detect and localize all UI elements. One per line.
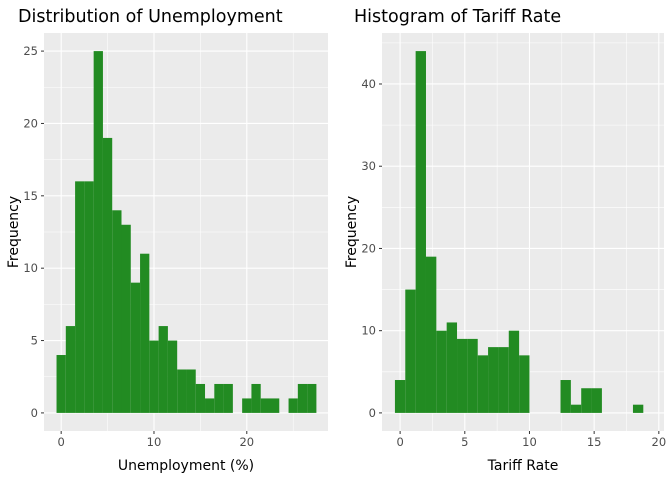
histogram-bar — [457, 338, 468, 413]
histogram-bar — [260, 398, 270, 413]
histogram-bar — [65, 326, 76, 413]
x-tick-label: 20 — [239, 435, 254, 449]
histogram-bar — [130, 282, 141, 413]
y-tick-label: 20 — [23, 116, 38, 130]
histogram-bar — [415, 51, 426, 413]
histogram-bar — [56, 355, 66, 413]
y-tick-label: 10 — [23, 261, 38, 275]
histogram-bar — [102, 137, 113, 413]
histogram-bar — [477, 355, 489, 413]
histogram-bar — [405, 289, 416, 413]
histogram-bar — [394, 380, 406, 413]
y-tick-label: 0 — [369, 406, 376, 420]
histogram-bar — [214, 383, 224, 413]
x-axis-label: Tariff Rate — [487, 458, 559, 474]
histogram-bar — [205, 398, 215, 413]
histogram-bar — [149, 340, 159, 413]
histogram-bar — [425, 256, 437, 413]
y-tick-label: 0 — [31, 406, 38, 420]
histogram-bar — [446, 322, 458, 413]
histogram-bar — [177, 369, 187, 413]
histogram-bar — [560, 380, 571, 413]
x-axis-label: Unemployment (%) — [118, 458, 254, 474]
histogram-bar — [93, 51, 103, 413]
histogram-bar — [121, 224, 131, 413]
histogram-bar — [269, 398, 280, 413]
x-tick-label: 15 — [587, 435, 602, 449]
y-tick-label: 15 — [23, 189, 38, 203]
histogram-bar — [519, 355, 530, 413]
histogram-bar — [307, 383, 317, 413]
histogram-bar — [288, 398, 298, 413]
y-axis-label: Frequency — [344, 196, 360, 268]
histogram-bar — [488, 347, 499, 413]
ticks: 0 5 10 15 20 0 10 20 30 40 — [361, 77, 666, 449]
histogram-bar — [570, 404, 582, 413]
y-tick-label: 5 — [31, 334, 38, 348]
histogram-bar — [186, 369, 196, 413]
x-tick-label: 10 — [147, 435, 162, 449]
histogram-bar — [632, 404, 644, 413]
histogram-bar — [242, 398, 252, 413]
histogram-bar — [436, 330, 447, 413]
x-tick-label: 5 — [461, 435, 468, 449]
x-tick-label: 20 — [652, 435, 667, 449]
histogram-bar — [591, 388, 602, 413]
histogram-bar — [498, 347, 509, 413]
histogram-bar — [140, 253, 150, 413]
unemployment-histogram: Distribution of Unemployment 0 10 20 0 5 10 15… — [6, 7, 328, 474]
histogram-bar — [581, 388, 592, 413]
histogram-bar — [158, 326, 168, 413]
ticks: 0 10 20 0 5 10 15 20 25 — [23, 44, 254, 449]
tariff-rate-histogram: Histogram of Tariff Rate 0 5 10 15 20 0 10 20 30… — [344, 7, 666, 474]
histogram-bar — [251, 383, 261, 413]
histogram-bar — [112, 210, 122, 413]
histogram-bar — [84, 181, 94, 413]
chart-title: Distribution of Unemployment — [18, 7, 283, 27]
histogram-bar — [508, 330, 520, 413]
chart-title: Histogram of Tariff Rate — [354, 7, 561, 27]
bars — [394, 51, 644, 413]
y-axis-label: Frequency — [6, 196, 22, 268]
x-tick-label: 10 — [522, 435, 537, 449]
bars — [56, 51, 317, 413]
histogram-bar — [467, 338, 478, 413]
y-tick-label: 40 — [361, 77, 376, 91]
histogram-bar — [195, 383, 206, 413]
histogram-bar — [223, 383, 233, 413]
histogram-bar — [75, 181, 85, 413]
histogram-bar — [297, 383, 308, 413]
y-tick-label: 20 — [361, 241, 376, 255]
x-tick-label: 0 — [396, 435, 403, 449]
x-tick-label: 0 — [58, 435, 65, 449]
y-tick-label: 30 — [361, 159, 376, 173]
histogram-bar — [167, 340, 178, 413]
y-tick-label: 10 — [361, 324, 376, 338]
y-tick-label: 25 — [23, 44, 38, 58]
